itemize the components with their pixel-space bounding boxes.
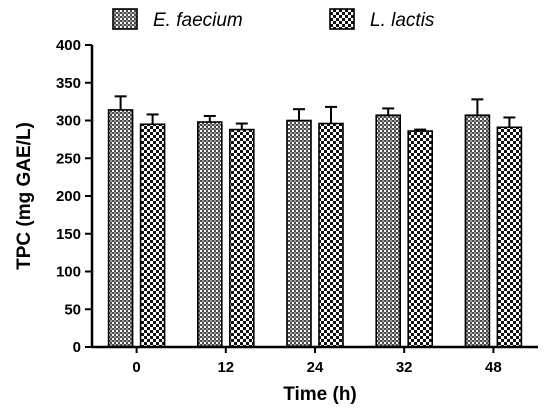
y-tick-label: 350 (56, 75, 81, 92)
y-tick-label: 0 (73, 339, 81, 356)
x-ticks: 0 12 24 32 48 (132, 347, 502, 376)
legend-swatch (329, 8, 355, 30)
legend: E. faecium L. lactis (112, 8, 435, 31)
y-tick-label: 200 (56, 188, 81, 205)
y-tick-label: 250 (56, 150, 81, 167)
x-tick-label: 32 (396, 359, 413, 376)
y-tick-label: 300 (56, 113, 81, 130)
y-tick-label: 400 (56, 37, 81, 54)
bar (375, 114, 402, 348)
x-tick-label: 48 (485, 359, 502, 376)
error-bars (114, 95, 516, 132)
legend-label: E. faecium (153, 10, 243, 31)
bars (107, 109, 523, 348)
x-axis-title: Time (h) (283, 384, 357, 405)
bar (407, 130, 434, 348)
y-tick-label: 100 (56, 264, 81, 281)
bar (197, 121, 223, 348)
bar (107, 109, 134, 348)
bar (464, 114, 491, 348)
legend-swatch (112, 8, 138, 30)
y-tick-label: 150 (56, 226, 81, 243)
x-tick-label: 24 (307, 359, 324, 376)
bar (318, 122, 344, 348)
bar (229, 128, 255, 348)
x-tick-label: 12 (217, 359, 234, 376)
y-ticks: 0 50 100 150 200 250 300 350 400 (56, 37, 92, 356)
y-axis-title: TPC (mg GAE/L) (14, 122, 35, 270)
x-tick-label: 0 (132, 359, 140, 376)
bar (496, 126, 523, 348)
legend-label: L. lactis (370, 10, 435, 31)
y-tick-label: 50 (64, 301, 81, 318)
bar (139, 123, 166, 348)
bar (286, 119, 312, 348)
